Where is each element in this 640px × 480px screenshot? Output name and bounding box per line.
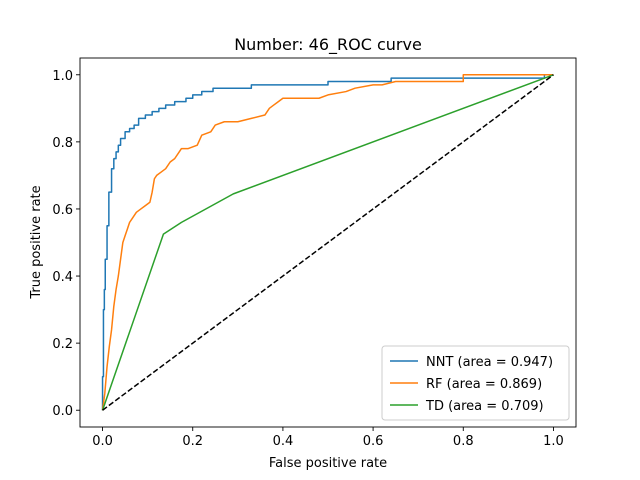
series-line-1 bbox=[101, 74, 554, 411]
plot-area: 0.0 0.2 0.4 0.6 0.8 1.0 0.0 0.2 0.4 0.6 0.8 1.0 bbox=[52, 57, 577, 449]
y-tick-label: 0.8 bbox=[52, 136, 73, 151]
x-tick-label: 0.2 bbox=[182, 434, 203, 449]
x-tick-label: 0.8 bbox=[453, 434, 474, 449]
y-tick-label: 0.4 bbox=[52, 270, 73, 285]
x-axis-label: False positive rate bbox=[269, 456, 387, 471]
chance-diagonal-line bbox=[102, 74, 554, 411]
y-tick-label: 1.0 bbox=[52, 69, 73, 84]
series-line-3 bbox=[101, 74, 554, 411]
y-tick-label: 0.0 bbox=[52, 404, 73, 419]
x-tick-label: 0.6 bbox=[363, 434, 384, 449]
axes-frame bbox=[79, 57, 577, 428]
legend: NNT (area = 0.947) RF (area = 0.869) TD (a… bbox=[381, 345, 570, 421]
x-tick-label: 0.0 bbox=[92, 434, 113, 449]
y-axis-label: True positive rate bbox=[29, 185, 44, 299]
y-tick-label: 0.2 bbox=[52, 337, 73, 352]
x-tick-label: 0.4 bbox=[273, 434, 294, 449]
legend-label-2: RF (area = 0.869) bbox=[426, 377, 542, 392]
series-line-2 bbox=[101, 74, 554, 411]
legend-label-1: NNT (area = 0.947) bbox=[426, 355, 553, 370]
x-tick-label: 1.0 bbox=[543, 434, 564, 449]
legend-label-3: TD (area = 0.709) bbox=[425, 399, 544, 414]
y-tick-label: 0.6 bbox=[52, 203, 73, 218]
chart-title: Number: 46_ROC curve bbox=[234, 35, 422, 55]
legend-box bbox=[381, 345, 570, 421]
